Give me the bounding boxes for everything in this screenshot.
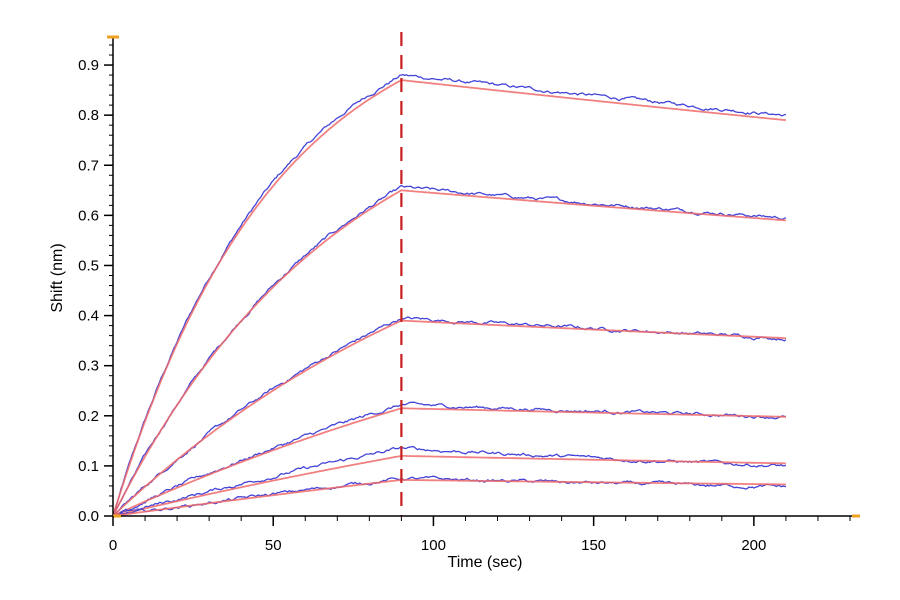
x-tick-label: 0 xyxy=(109,537,117,554)
y-tick-label: 0.0 xyxy=(78,508,99,525)
y-axis-title: Shift (nm) xyxy=(49,243,66,312)
fit-curve-2 xyxy=(112,319,786,517)
y-tick-label: 0.6 xyxy=(78,207,99,224)
y-tick-label: 0.4 xyxy=(78,308,99,325)
y-tick-label: 0.2 xyxy=(78,408,99,425)
fit-curve-3 xyxy=(112,407,786,517)
y-tick-label: 0.3 xyxy=(78,358,99,375)
plot-area xyxy=(112,32,787,517)
x-axis-title: Time (sec) xyxy=(448,554,523,571)
measured-trace-1 xyxy=(112,184,787,517)
fit-curve-5 xyxy=(112,478,786,517)
x-tick-label: 150 xyxy=(581,537,606,554)
x-tick-label: 100 xyxy=(421,537,446,554)
measured-trace-2 xyxy=(112,316,787,517)
measured-trace-4 xyxy=(112,445,787,517)
fit-curve-4 xyxy=(112,454,786,517)
y-tick-label: 0.5 xyxy=(78,257,99,274)
y-tick-label: 0.1 xyxy=(78,458,99,475)
measured-trace-5 xyxy=(112,475,787,517)
fit-curve-0 xyxy=(112,79,787,517)
measured-trace-3 xyxy=(112,401,787,517)
y-tick-label: 0.9 xyxy=(78,57,99,74)
y-tick-label: 0.8 xyxy=(78,107,99,124)
x-tick-label: 200 xyxy=(741,537,766,554)
fit-curve-1 xyxy=(112,189,786,517)
x-tick-label: 50 xyxy=(265,537,282,554)
axes: 0.0 0.1 0.2 0.3 0.4 0.5 0.6 0.7 0.8 0.9 0 50 100 150 2… xyxy=(78,35,860,554)
measured-trace-0 xyxy=(112,73,787,517)
y-tick-label: 0.7 xyxy=(78,157,99,174)
